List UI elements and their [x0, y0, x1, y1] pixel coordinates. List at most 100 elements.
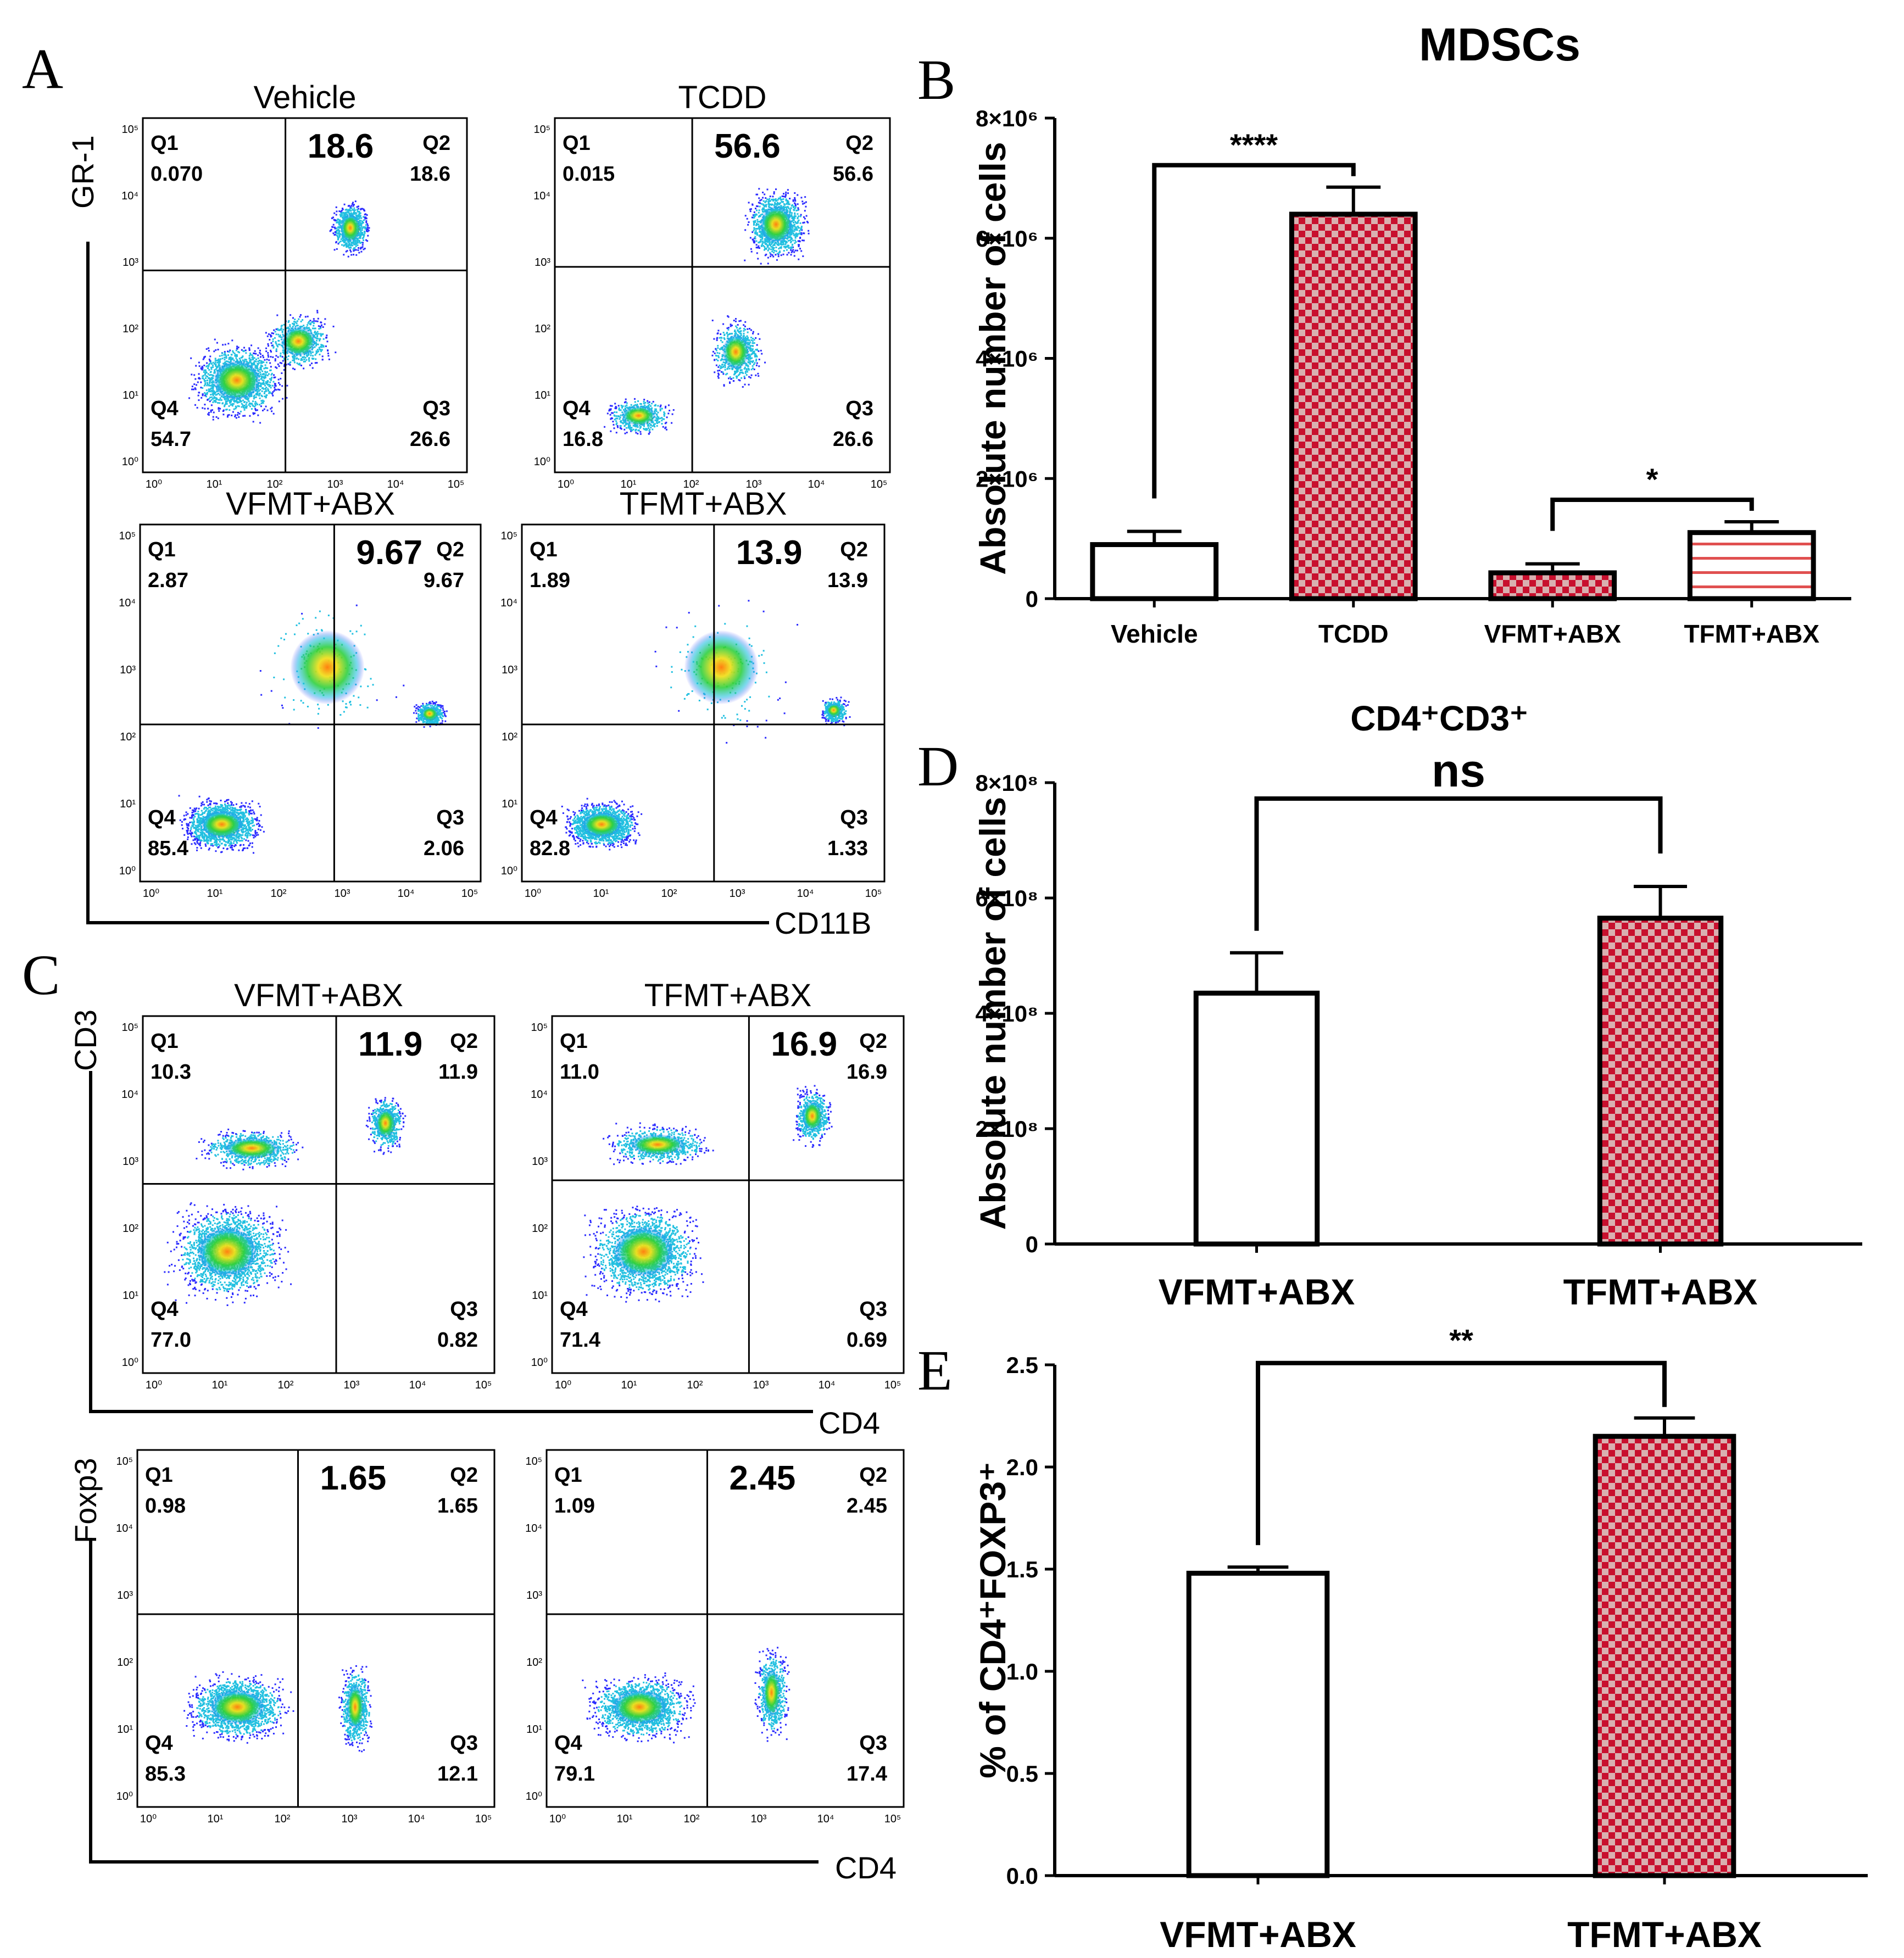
facs-q2-value: 2.45 — [847, 1494, 887, 1518]
facs-x-tick: 10⁰ — [555, 1379, 571, 1391]
facs-y-tick: 10⁵ — [531, 1022, 548, 1034]
facs-y-tick: 10² — [526, 1656, 542, 1669]
facs-y-tick: 10⁵ — [533, 124, 550, 136]
bar-tfmt-abx — [1690, 533, 1813, 599]
facs-x-tick: 10⁴ — [817, 1813, 834, 1825]
facs-q4-value: 82.8 — [530, 837, 570, 860]
facs-x-tick: 10¹ — [208, 1813, 224, 1825]
facs-highlight-value: 16.9 — [771, 1025, 837, 1063]
y-tick-label: 0.0 — [1006, 1863, 1038, 1889]
facs-plot-a-3: Q11.89Q213.9Q31.33Q482.813.9TFMT+ABX10⁰1… — [500, 486, 884, 900]
facs-y-tick: 10⁰ — [122, 456, 138, 468]
facs-q4-name: Q4 — [563, 397, 591, 420]
facs-q2-name: Q2 — [840, 538, 868, 561]
bar-tcdd — [1291, 214, 1415, 599]
facs-q4-name: Q4 — [151, 1298, 179, 1321]
facs-a-x-label: CD11B — [775, 906, 871, 940]
facs-q4-name: Q4 — [560, 1298, 588, 1321]
facs-q3-value: 2.06 — [424, 837, 464, 860]
facs-plot-title: VFMT+ABX — [226, 486, 395, 522]
facs-y-tick: 10⁴ — [533, 190, 550, 202]
facs-x-tick: 10⁵ — [448, 478, 465, 490]
facs-q3-name: Q3 — [422, 397, 450, 420]
facs-q4-name: Q4 — [530, 806, 558, 829]
facs-q3-name: Q3 — [450, 1732, 478, 1755]
panel-letter-a: A — [22, 37, 63, 101]
facs-y-tick: 10⁰ — [119, 865, 136, 877]
facs-q3-name: Q3 — [845, 397, 873, 420]
facs-y-tick: 10⁵ — [121, 1022, 138, 1034]
facs-highlight-value: 11.9 — [358, 1025, 422, 1063]
facs-q3-value: 26.6 — [410, 428, 450, 451]
facs-y-tick: 10⁵ — [119, 530, 136, 542]
facs-q3-name: Q3 — [436, 806, 464, 829]
facs-y-tick: 10² — [535, 323, 550, 335]
facs-plot-title: TFMT+ABX — [644, 978, 812, 1013]
facs-x-tick: 10⁰ — [140, 1813, 157, 1825]
facs-highlight-value: 56.6 — [714, 127, 781, 165]
facs-plot-a-2: Q12.87Q29.67Q32.06Q485.49.67VFMT+ABX10⁰1… — [119, 486, 481, 900]
facs-q2-name: Q2 — [859, 1464, 887, 1487]
facs-q2-name: Q2 — [845, 132, 873, 155]
facs-y-tick: 10³ — [535, 256, 550, 269]
x-tick-label: TFMT+ABX — [1684, 620, 1819, 648]
facs-x-tick: 10⁴ — [408, 1813, 425, 1825]
facs-q3-name: Q3 — [859, 1732, 887, 1755]
facs-highlight-value: 18.6 — [308, 127, 374, 165]
facs-plots: Q10.070Q218.6Q326.6Q454.718.6Vehicle10⁰1… — [116, 80, 904, 1825]
facs-q4-value: 71.4 — [560, 1329, 600, 1352]
facs-q2-value: 18.6 — [410, 163, 450, 186]
facs-highlight-value: 1.65 — [320, 1459, 387, 1497]
facs-y-tick: 10⁴ — [121, 1089, 138, 1101]
facs-x-tick: 10² — [684, 1813, 700, 1825]
facs-x-tick: 10⁰ — [146, 1379, 162, 1391]
facs-plot-c-top-0: Q110.3Q211.9Q30.82Q477.011.9VFMT+ABX10⁰1… — [121, 978, 494, 1391]
facs-y-tick: 10⁰ — [531, 1357, 548, 1369]
bar-vfmt-abx — [1189, 1573, 1327, 1876]
facs-y-tick: 10³ — [117, 1589, 133, 1602]
bar-vehicle — [1093, 545, 1216, 599]
facs-x-tick: 10⁰ — [558, 478, 574, 490]
facs-q2-name: Q2 — [859, 1030, 887, 1053]
facs-plot-a-0: Q10.070Q218.6Q326.6Q454.718.6Vehicle10⁰1… — [121, 80, 467, 490]
facs-y-tick: 10³ — [526, 1589, 542, 1602]
y-tick-label: 8×10⁶ — [976, 105, 1038, 131]
bar-tfmt-abx — [1595, 1436, 1734, 1876]
facs-x-tick: 10² — [275, 1813, 291, 1825]
facs-y-tick: 10⁰ — [501, 865, 517, 877]
facs-q4-value: 85.4 — [148, 837, 188, 860]
facs-y-tick: 10¹ — [117, 1723, 133, 1736]
facs-x-tick: 10³ — [751, 1813, 767, 1825]
facs-q4-value: 54.7 — [151, 428, 191, 451]
bar-vfmt-abx — [1491, 573, 1614, 599]
y-tick-label: 0 — [1026, 1231, 1038, 1257]
facs-q2-value: 11.9 — [438, 1061, 478, 1084]
facs-x-tick: 10⁰ — [146, 478, 162, 490]
facs-x-tick: 10⁵ — [475, 1379, 492, 1391]
facs-q4-name: Q4 — [145, 1732, 173, 1755]
facs-q1-value: 0.015 — [563, 163, 615, 186]
facs-a-y-label: GR-1 — [65, 135, 100, 209]
significance-label: **** — [1230, 127, 1278, 162]
facs-x-tick: 10⁴ — [409, 1379, 426, 1391]
facs-q4-value: 16.8 — [563, 428, 603, 451]
facs-q2-value: 56.6 — [833, 163, 873, 186]
facs-y-tick: 10⁴ — [531, 1089, 548, 1101]
facs-q2-value: 13.9 — [827, 569, 868, 592]
facs-q4-name: Q4 — [148, 806, 176, 829]
facs-x-tick: 10³ — [342, 1813, 358, 1825]
bar-tfmt-abx — [1600, 918, 1721, 1244]
significance-label: * — [1646, 462, 1658, 497]
facs-q2-name: Q2 — [450, 1464, 478, 1487]
facs-q1-name: Q1 — [148, 538, 176, 561]
facs-q3-name: Q3 — [859, 1298, 887, 1321]
facs-x-tick: 10¹ — [593, 888, 609, 900]
facs-y-tick: 10² — [532, 1223, 548, 1235]
facs-x-tick: 10⁴ — [797, 888, 814, 900]
facs-q4-name: Q4 — [554, 1732, 582, 1755]
facs-q4-name: Q4 — [151, 397, 179, 420]
y-tick-label: 8×10⁸ — [976, 770, 1038, 796]
